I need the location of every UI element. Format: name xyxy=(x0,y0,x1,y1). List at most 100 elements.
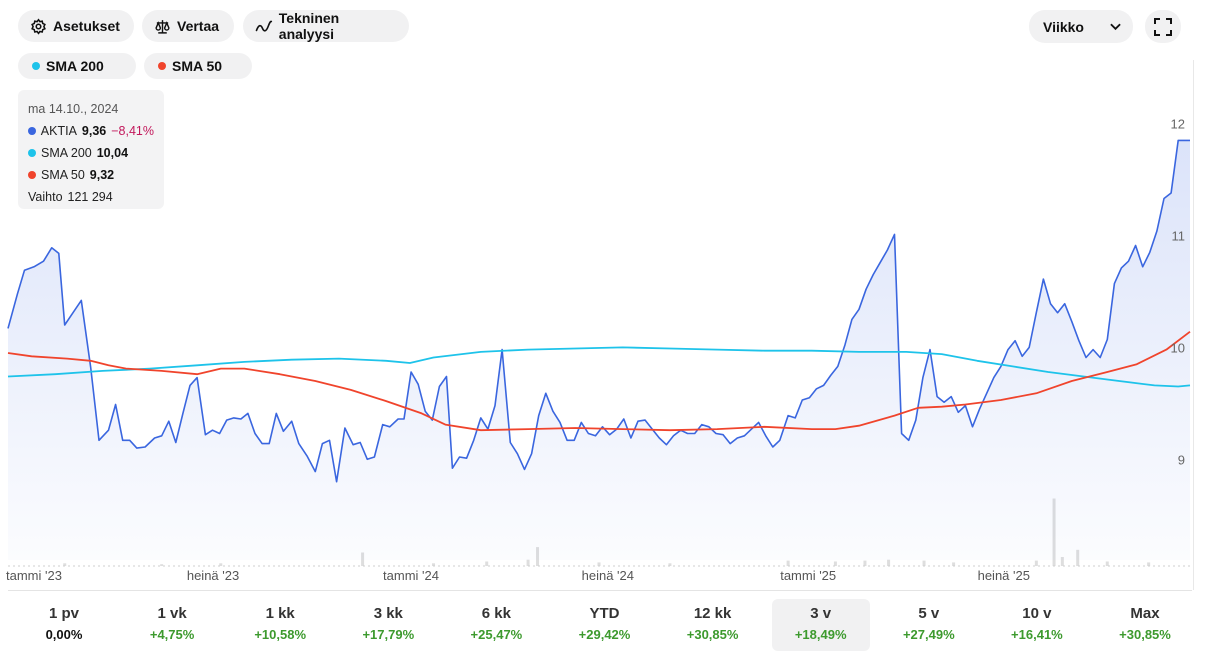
tooltip-sma50-name: SMA 50 xyxy=(41,168,85,182)
x-tick-label-3: heinä '24 xyxy=(582,568,634,580)
period-label: 6 kk xyxy=(481,605,511,622)
period-option-10-v[interactable]: 10 v +16,41% xyxy=(988,599,1086,651)
sma50-tooltip-dot xyxy=(28,171,36,179)
period-label: 10 v xyxy=(1022,605,1052,622)
period-return: +18,49% xyxy=(794,627,847,642)
x-tick-label-1: heinä '23 xyxy=(187,568,239,580)
period-option-5-v[interactable]: 5 v +27,49% xyxy=(880,599,978,651)
x-tick-label-0: tammi '23 xyxy=(6,568,62,580)
indicator-chip-sma50[interactable]: SMA 50 xyxy=(144,53,252,79)
period-option-ytd[interactable]: YTD +29,42% xyxy=(556,599,654,651)
volume-bar-1 xyxy=(160,564,164,566)
volume-bar-15 xyxy=(952,562,956,566)
volume-bar-21 xyxy=(1147,562,1151,566)
tooltip-row-volume: Vaihto 121 294 xyxy=(28,186,154,208)
interval-select[interactable]: Viikko xyxy=(1029,10,1133,43)
period-label: 1 kk xyxy=(265,605,295,622)
volume-bar-8 xyxy=(597,562,601,566)
crosshair-tooltip: ma 14.10., 2024 AKTIA 9,36 −8,41% SMA 20… xyxy=(18,90,164,209)
trend-line-icon xyxy=(255,20,273,32)
volume-bar-12 xyxy=(863,560,867,566)
tooltip-aktia-name: AKTIA xyxy=(40,124,77,138)
period-return: +29,42% xyxy=(578,627,631,642)
price-chart[interactable]: 9 10 11 12 tammi '23 heinä '23 tammi '24 heinä… xyxy=(0,80,1217,580)
sma50-label: SMA 50 xyxy=(172,58,223,74)
period-selector: 1 pv 0,00% 1 vk +4,75% 1 kk +10,58% 3 kk +17,79… xyxy=(8,590,1192,655)
volume-bar-9 xyxy=(668,563,672,566)
series-line-sma-50 xyxy=(7,330,1191,432)
period-label: YTD xyxy=(589,605,620,622)
volume-bar-18 xyxy=(1060,557,1064,566)
tooltip-sma50-value: 9,32 xyxy=(89,168,115,182)
tooltip-row-sma50: SMA 50 9,32 xyxy=(28,164,154,186)
tooltip-date: ma 14.10., 2024 xyxy=(28,102,119,116)
period-return: +25,47% xyxy=(470,627,523,642)
scale-icon xyxy=(155,19,170,34)
sma200-dot xyxy=(32,62,40,70)
series-area-aktia xyxy=(8,140,1190,560)
volume-bar-14 xyxy=(922,560,926,566)
period-option-3-v[interactable]: 3 v +18,49% xyxy=(771,599,870,651)
period-label: 5 v xyxy=(918,605,940,622)
period-return: +16,41% xyxy=(1011,627,1063,642)
tooltip-volume-label: Vaihto xyxy=(28,190,63,204)
period-label: 1 vk xyxy=(157,605,187,622)
series-line-sma-200 xyxy=(7,346,1191,388)
period-return: +17,79% xyxy=(362,627,415,642)
interval-value: Viikko xyxy=(1043,18,1084,35)
compare-label: Vertaa xyxy=(177,18,220,34)
indicator-chip-sma200[interactable]: SMA 200 xyxy=(18,53,136,79)
tooltip-row-sma200: SMA 200 10,04 xyxy=(28,142,154,164)
period-return: +30,85% xyxy=(686,627,739,642)
period-return: 0,00% xyxy=(45,627,83,642)
y-tick-label-10: 10 xyxy=(1171,340,1185,355)
period-option-max[interactable]: Max +30,85% xyxy=(1096,599,1194,651)
period-return: +4,75% xyxy=(149,627,195,642)
expand-icon xyxy=(1154,17,1172,36)
sma200-tooltip-dot xyxy=(28,149,36,157)
period-label: 12 kk xyxy=(693,605,732,622)
technical-analysis-button[interactable]: Tekninen analyysi xyxy=(243,10,409,42)
period-option-6-kk[interactable]: 6 kk +25,47% xyxy=(447,599,545,651)
period-option-1-kk[interactable]: 1 kk +10,58% xyxy=(231,599,329,651)
period-option-12-kk[interactable]: 12 kk +30,85% xyxy=(664,599,762,651)
volume-bar-4 xyxy=(432,563,436,566)
volume-bar-10 xyxy=(786,560,790,566)
period-label: 3 kk xyxy=(373,605,403,622)
gear-icon xyxy=(31,17,46,35)
aktia-dot xyxy=(28,127,36,135)
settings-button[interactable]: Asetukset xyxy=(18,10,134,42)
volume-bar-20 xyxy=(1105,561,1109,566)
period-option-3-kk[interactable]: 3 kk +17,79% xyxy=(339,599,437,651)
volume-bar-5 xyxy=(485,561,489,566)
x-tick-label-2: tammi '24 xyxy=(383,568,439,580)
sma50-dot xyxy=(158,62,166,70)
period-return: +30,85% xyxy=(1119,627,1171,642)
chart-right-border xyxy=(1193,60,1194,590)
compare-button[interactable]: Vertaa xyxy=(142,10,234,42)
series-line-aktia xyxy=(7,139,1190,483)
volume-bar-2 xyxy=(219,563,223,566)
tooltip-aktia-change: −8,41% xyxy=(111,124,154,138)
period-option-1-vk[interactable]: 1 vk +4,75% xyxy=(123,599,221,651)
period-label: Max xyxy=(1130,605,1160,622)
period-label: 3 v xyxy=(810,605,832,622)
tooltip-volume-value: 121 294 xyxy=(67,190,113,204)
tooltip-sma200-value: 10,04 xyxy=(96,146,129,160)
tooltip-sma200-name: SMA 200 xyxy=(41,146,92,160)
settings-label: Asetukset xyxy=(53,18,120,34)
volume-bar-16 xyxy=(1034,560,1038,566)
x-tick-label-4: tammi '25 xyxy=(780,568,836,580)
period-option-1-pv[interactable]: 1 pv 0,00% xyxy=(15,599,113,651)
x-tick-label-5: heinä '25 xyxy=(978,568,1030,580)
technical-analysis-label: Tekninen analyysi xyxy=(278,10,340,42)
fullscreen-button[interactable] xyxy=(1145,10,1181,43)
y-tick-label-11: 11 xyxy=(1172,228,1186,243)
sma200-label: SMA 200 xyxy=(46,58,104,74)
period-label: 1 pv xyxy=(48,605,79,622)
volume-bar-0 xyxy=(63,563,67,566)
period-return: +27,49% xyxy=(902,627,955,642)
y-tick-label-9: 9 xyxy=(1178,452,1185,467)
y-tick-label-12: 12 xyxy=(1171,117,1185,132)
volume-bar-11 xyxy=(833,561,837,566)
